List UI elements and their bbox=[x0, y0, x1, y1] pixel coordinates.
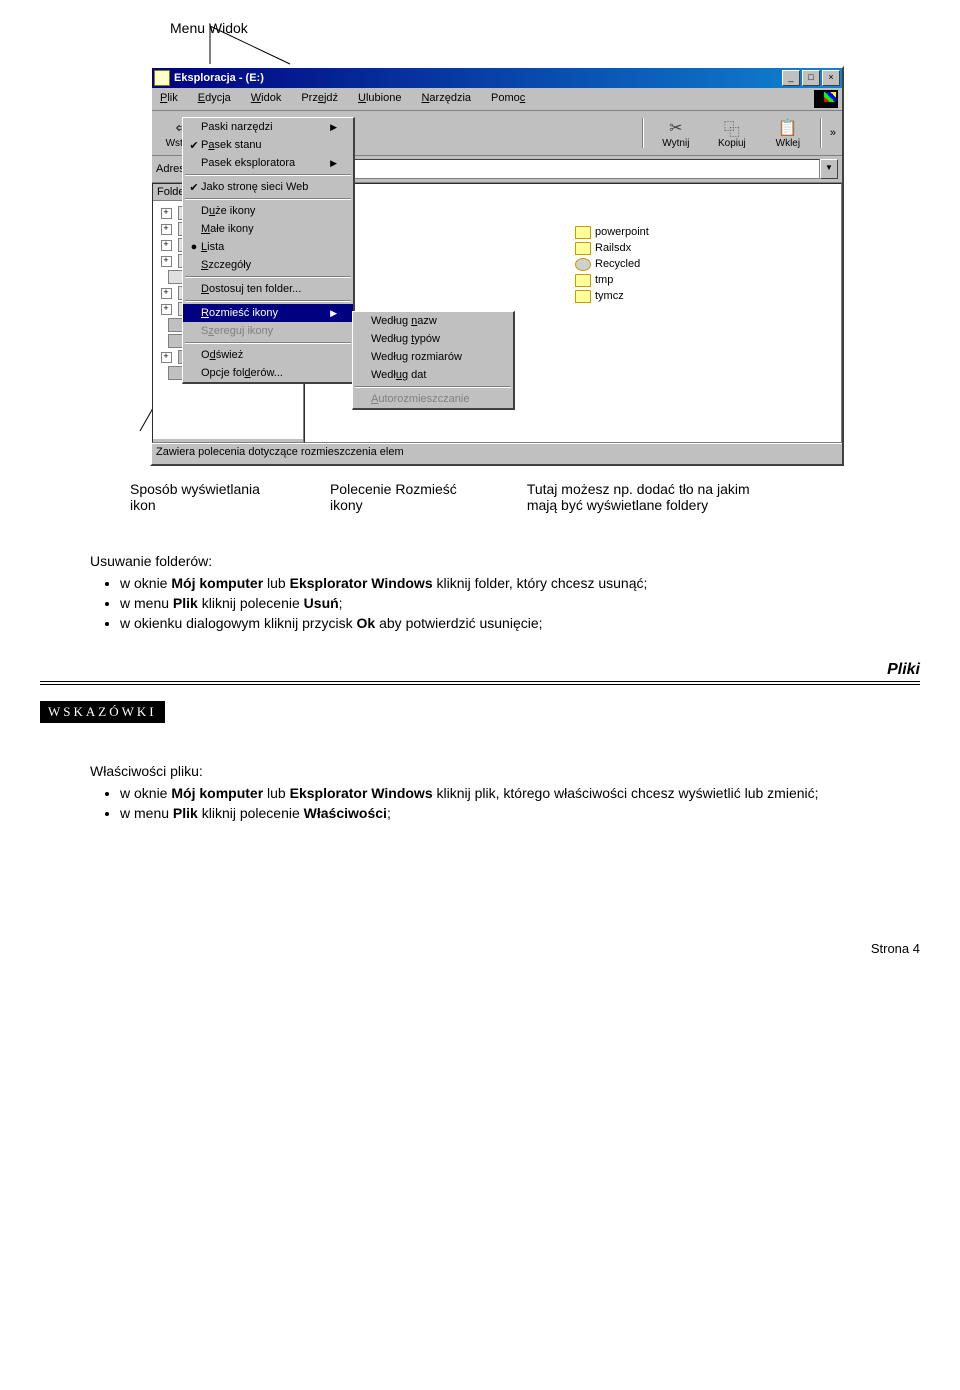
menu-przejdz[interactable]: Przejdź bbox=[297, 90, 342, 108]
wlasciwosci-heading: Właściwości pliku: bbox=[90, 763, 920, 779]
widok-dropdown: Paski narzędzi▶ ✔Pasek stanu Pasek ekspl… bbox=[182, 117, 355, 384]
menu-pasek-eksploratora[interactable]: Pasek eksploratora▶ bbox=[183, 154, 353, 172]
submenu-auto[interactable]: Autorozmieszczanie bbox=[353, 390, 513, 408]
bullet-item: w okienku dialogowym kliknij przycisk Ok… bbox=[120, 615, 920, 631]
bullet-item: w menu Plik kliknij polecenie Usuń; bbox=[120, 595, 920, 611]
window-title: Eksploracja - (E:) bbox=[174, 72, 780, 84]
content-folder-list: powerpoint Railsdx Recycled tmp tymcz bbox=[575, 224, 649, 304]
folder-recycled[interactable]: Recycled bbox=[575, 256, 649, 272]
menu-dostosuj[interactable]: Dostosuj ten folder... bbox=[183, 280, 353, 298]
menu-plik[interactable]: Plik bbox=[156, 90, 182, 108]
menu-jako-strone[interactable]: ✔Jako stronę sieci Web bbox=[183, 178, 353, 196]
close-button[interactable]: × bbox=[822, 70, 840, 86]
bullet-item: w menu Plik kliknij polecenie Właściwośc… bbox=[120, 805, 920, 821]
wskazowki-box: WSKAZÓWKI bbox=[40, 701, 165, 723]
page-footer: Strona 4 bbox=[40, 941, 920, 956]
menu-widok-label: Menu Widok bbox=[170, 20, 920, 36]
menu-szereguj-ikony[interactable]: Szereguj ikony bbox=[183, 322, 353, 340]
windows-logo-icon bbox=[814, 90, 838, 108]
caption-tutaj: Tutaj możesz np. dodać tło na jakimmają … bbox=[527, 481, 750, 513]
paste-label: Wklej bbox=[760, 138, 816, 149]
menu-odswiez[interactable]: Odśwież bbox=[183, 346, 353, 364]
menu-pomoc[interactable]: Pomoc bbox=[487, 90, 529, 108]
bullet-item: w oknie Mój komputer lub Eksplorator Win… bbox=[120, 575, 920, 591]
menu-ulubione[interactable]: Ulubione bbox=[354, 90, 405, 108]
bullet-item: w oknie Mój komputer lub Eksplorator Win… bbox=[120, 785, 920, 801]
usuwanie-heading: Usuwanie folderów: bbox=[90, 553, 920, 569]
explorer-window: Eksploracja - (E:) _ □ × Plik Edycja Wid… bbox=[150, 66, 844, 466]
caption-sposob: Sposób wyświetlaniaikon bbox=[130, 481, 260, 513]
menu-paski-narzedzi[interactable]: Paski narzędzi▶ bbox=[183, 118, 353, 136]
copy-label: Kopiuj bbox=[704, 138, 760, 149]
menu-rozmiesc-ikony[interactable]: Rozmieść ikony▶ bbox=[183, 304, 353, 322]
usuwanie-bullets: w oknie Mój komputer lub Eksplorator Win… bbox=[120, 575, 920, 631]
paste-button[interactable]: 📋 Wklej bbox=[760, 118, 816, 149]
submenu-typow[interactable]: Według typów bbox=[353, 330, 513, 348]
menu-opcje-folderow[interactable]: Opcje folderów... bbox=[183, 364, 353, 382]
maximize-button[interactable]: □ bbox=[802, 70, 820, 86]
menu-pasek-stanu[interactable]: ✔Pasek stanu bbox=[183, 136, 353, 154]
menu-duze-ikony[interactable]: Duże ikony bbox=[183, 202, 353, 220]
submenu-dat[interactable]: Według dat bbox=[353, 366, 513, 384]
menu-narzedzia[interactable]: Narzędzia bbox=[417, 90, 475, 108]
submenu-nazw[interactable]: Według nazw bbox=[353, 312, 513, 330]
paste-icon: 📋 bbox=[760, 118, 816, 138]
statusbar: Zawiera polecenia dotyczące rozmieszczen… bbox=[152, 443, 842, 464]
toolbar-more[interactable]: » bbox=[826, 123, 840, 143]
titlebar: Eksploracja - (E:) _ □ × bbox=[152, 68, 842, 88]
cut-label: Wytnij bbox=[648, 138, 704, 149]
copy-button[interactable]: ⿻ Kopiuj bbox=[704, 118, 760, 149]
rozmiesc-submenu: Według nazw Według typów Według rozmiaró… bbox=[352, 311, 515, 410]
menu-male-ikony[interactable]: Małe ikony bbox=[183, 220, 353, 238]
screenshot-wrapper: Eksploracja - (E:) _ □ × Plik Edycja Wid… bbox=[150, 66, 920, 466]
minimize-button[interactable]: _ bbox=[782, 70, 800, 86]
folder-tymcz[interactable]: tymcz bbox=[575, 288, 649, 304]
caption-row: Sposób wyświetlaniaikon Polecenie Rozmie… bbox=[130, 481, 920, 513]
menu-szczegoly[interactable]: Szczegóły bbox=[183, 256, 353, 274]
folder-powerpoint[interactable]: powerpoint bbox=[575, 224, 649, 240]
scissors-icon: ✂ bbox=[648, 118, 704, 138]
cut-button[interactable]: ✂ Wytnij bbox=[648, 118, 704, 149]
menubar: Plik Edycja Widok Przejdź Ulubione Narzę… bbox=[152, 88, 842, 111]
menu-edycja[interactable]: Edycja bbox=[194, 90, 235, 108]
submenu-rozmiarow[interactable]: Według rozmiarów bbox=[353, 348, 513, 366]
copy-icon: ⿻ bbox=[704, 118, 760, 138]
pliki-heading: Pliki bbox=[40, 661, 920, 679]
menu-lista[interactable]: ●Lista bbox=[183, 238, 353, 256]
folder-railsdx[interactable]: Railsdx bbox=[575, 240, 649, 256]
caption-polecenie: Polecenie Rozmieśćikony bbox=[330, 481, 457, 513]
window-icon bbox=[154, 70, 170, 86]
wlasciwosci-bullets: w oknie Mój komputer lub Eksplorator Win… bbox=[120, 785, 920, 821]
address-dropdown[interactable]: ▼ bbox=[820, 159, 838, 179]
address-label: Adres bbox=[156, 163, 185, 175]
folder-tmp[interactable]: tmp bbox=[575, 272, 649, 288]
menu-widok[interactable]: Widok bbox=[247, 90, 286, 108]
